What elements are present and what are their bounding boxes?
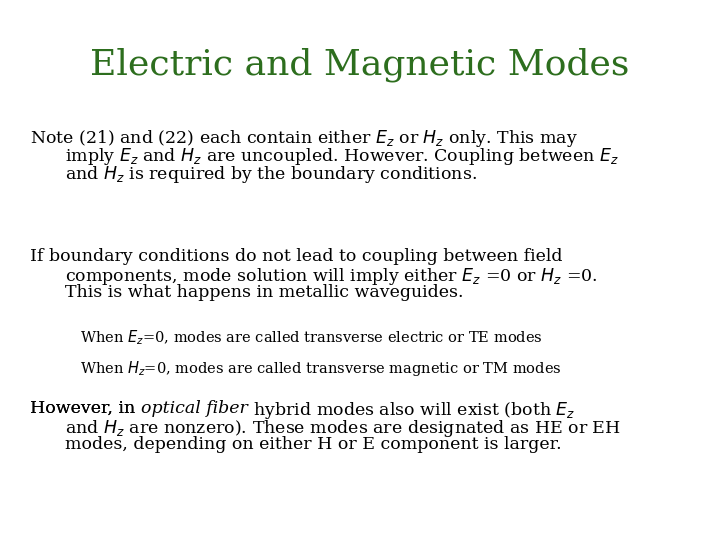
Text: imply $E_z$ and $H_z$ are uncoupled. However. Coupling between $E_z$: imply $E_z$ and $H_z$ are uncoupled. How… (65, 146, 618, 167)
Text: If boundary conditions do not lead to coupling between field: If boundary conditions do not lead to co… (30, 248, 562, 265)
Text: However, in: However, in (30, 400, 140, 417)
Text: However, in: However, in (30, 400, 140, 417)
Text: components, mode solution will imply either $E_z$ =0 or $H_z$ =0.: components, mode solution will imply eit… (65, 266, 598, 287)
Text: When $E_z$=0, modes are called transverse electric or TE modes: When $E_z$=0, modes are called transvers… (80, 328, 543, 347)
Text: modes, depending on either H or E component is larger.: modes, depending on either H or E compon… (65, 436, 562, 453)
Text: optical fiber: optical fiber (140, 400, 248, 417)
Text: Electric and Magnetic Modes: Electric and Magnetic Modes (90, 48, 630, 83)
Text: When $H_z$=0, modes are called transverse magnetic or TM modes: When $H_z$=0, modes are called transvers… (80, 359, 562, 378)
Text: Note (21) and (22) each contain either $E_z$ or $H_z$ only. This may: Note (21) and (22) each contain either $… (30, 128, 577, 149)
Text: and $H_z$ is required by the boundary conditions.: and $H_z$ is required by the boundary co… (65, 164, 477, 185)
Text: hybrid modes also will exist (both $E_z$: hybrid modes also will exist (both $E_z$ (248, 400, 575, 421)
Text: This is what happens in metallic waveguides.: This is what happens in metallic wavegui… (65, 284, 464, 301)
Text: and $H_z$ are nonzero). These modes are designated as HE or EH: and $H_z$ are nonzero). These modes are … (65, 418, 621, 439)
